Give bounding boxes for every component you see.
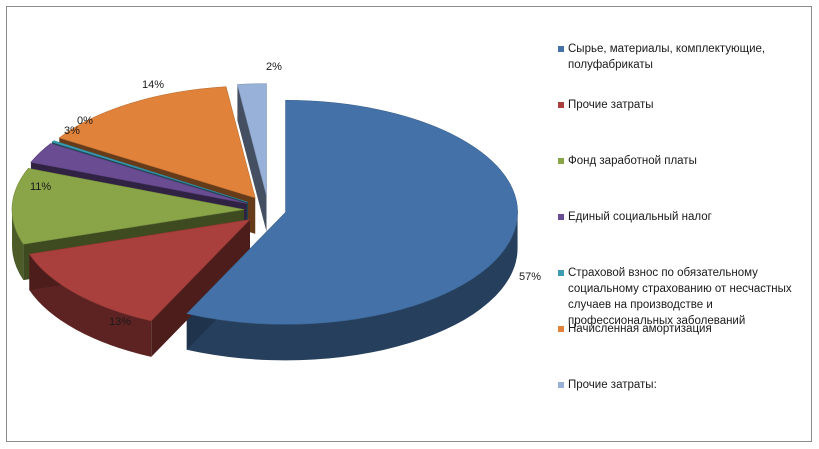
- legend-swatch: [558, 46, 564, 52]
- legend-swatch: [558, 270, 564, 276]
- pie-tops: [11, 83, 518, 325]
- data-label-other-costs: 13%: [109, 316, 131, 328]
- legend-swatch: [558, 102, 564, 108]
- data-label-other-costs-2: 2%: [266, 61, 282, 73]
- slice-edge-other-costs-2: [237, 84, 267, 232]
- data-label-depreciation: 14%: [142, 79, 164, 91]
- legend: Сырье, материалы, комплектующие, полуфаб…: [558, 0, 808, 449]
- legend-label: Прочие затраты:: [568, 379, 657, 391]
- legend-label: Сырье, материалы, комплектующие, полуфаб…: [568, 43, 766, 71]
- slice-other-costs: [28, 219, 251, 322]
- legend-label: Начисленная амортизация: [568, 323, 712, 335]
- legend-swatch: [558, 214, 564, 220]
- legend-label: Страховой взнос по обязательному социаль…: [568, 267, 792, 327]
- slice-insurance: [51, 140, 248, 203]
- legend-label: Единый социальный налог: [568, 211, 712, 223]
- data-label-raw-materials: 57%: [519, 271, 541, 283]
- data-label-social-tax: 3%: [64, 125, 80, 137]
- slice-side-raw-materials: [186, 212, 518, 361]
- data-label-payroll: 11%: [30, 181, 51, 193]
- pie-labels: 57% 13% 11% 3%0% 14% 2%: [30, 61, 541, 328]
- slice-other-costs-2: [237, 83, 267, 196]
- legend-swatch: [558, 326, 564, 332]
- legend-label: Фонд заработной платы: [568, 155, 697, 167]
- slice-raw-materials: [186, 100, 518, 325]
- slice-side-other-costs: [29, 254, 152, 357]
- legend-label: Прочие затраты: [568, 99, 654, 111]
- legend-swatch: [558, 158, 564, 164]
- slice-payroll: [11, 167, 245, 245]
- legend-swatch: [558, 382, 564, 388]
- data-label-insurance: 0%: [77, 115, 93, 127]
- slice-depreciation: [58, 86, 256, 199]
- slice-social-tax: [30, 143, 247, 204]
